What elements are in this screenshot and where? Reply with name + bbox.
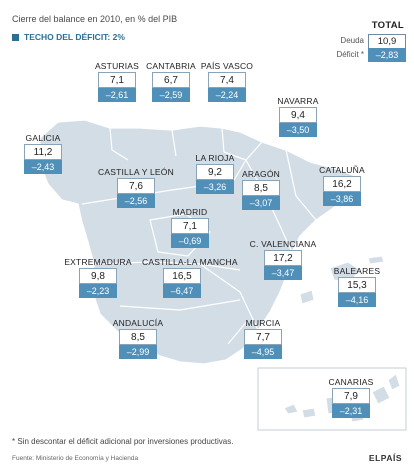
region-name: PAÍS VASCO	[200, 61, 254, 71]
region-deficit: –3,86	[323, 192, 361, 206]
region-la-rioja: LA RIOJA 9,2 –3,26	[175, 152, 255, 194]
region-deficit: –2,56	[117, 194, 155, 208]
region-debt: 11,2	[24, 144, 62, 160]
region-name: ANDALUCÍA	[112, 318, 164, 328]
region-name: LA RIOJA	[195, 153, 235, 163]
region-debt: 17,2	[264, 250, 302, 266]
region-deficit: –2,59	[152, 88, 190, 102]
balearic-menorca	[367, 255, 385, 265]
region-castilla-la-mancha: CASTILLA-LA MANCHA 16,5 –6,47	[142, 256, 238, 298]
region-c-valenciana: C. VALENCIANA 17,2 –3,47	[243, 238, 323, 280]
total-deficit-value: –2,83	[368, 48, 406, 62]
region-madrid: MADRID 7,1 –0,69	[150, 206, 230, 248]
subtitle: Cierre del balance en 2010, en % del PIB	[12, 14, 178, 24]
brand-logo: ELPAÍS	[368, 453, 402, 463]
region-name: MURCIA	[245, 318, 281, 328]
deficit-ceiling: TECHO DEL DÉFICIT: 2%	[12, 32, 125, 42]
region-debt: 15,3	[338, 277, 376, 293]
region-debt: 8,5	[119, 329, 157, 345]
total-debt-label: Deuda	[340, 36, 364, 45]
region-deficit: –3,47	[264, 266, 302, 280]
region-name: C. VALENCIANA	[249, 239, 317, 249]
region-name: CATALUÑA	[319, 165, 365, 175]
region-name: ASTURIAS	[94, 61, 140, 71]
balearic-ibiza	[299, 289, 315, 305]
region-cantabria: CANTABRIA 6,7 –2,59	[131, 60, 211, 102]
region-debt: 16,2	[323, 176, 361, 192]
region-name: CANTABRIA	[146, 61, 196, 71]
region-name: BALEARES	[333, 266, 381, 276]
region-name: NAVARRA	[277, 96, 319, 106]
region-debt: 16,5	[163, 268, 201, 284]
region-extremadura: EXTREMADURA 9,8 –2,23	[58, 256, 138, 298]
region-deficit: –6,47	[163, 284, 201, 298]
region-deficit: –4,16	[338, 293, 376, 307]
region-aragon: ARAGÓN 8,5 –3,07	[221, 168, 301, 210]
total-deficit-label: Déficit *	[336, 50, 364, 59]
region-name: CASTILLA Y LEÓN	[98, 167, 174, 177]
region-debt: 9,2	[196, 164, 234, 180]
canarias-inset-frame	[257, 367, 407, 431]
region-name: EXTREMADURA	[64, 257, 132, 267]
region-debt: 7,9	[332, 388, 370, 404]
region-deficit: –2,31	[332, 404, 370, 418]
region-debt: 7,4	[208, 72, 246, 88]
region-deficit: –3,50	[279, 123, 317, 137]
region-debt: 7,6	[117, 178, 155, 194]
region-deficit: –0,69	[171, 234, 209, 248]
square-icon	[12, 33, 19, 41]
region-baleares: BALEARES 15,3 –4,16	[317, 265, 397, 307]
region-name: CANARIAS	[328, 377, 374, 387]
region-canarias: CANARIAS 7,9 –2,31	[311, 376, 391, 418]
region-debt: 7,7	[244, 329, 282, 345]
region-cataluna: CATALUÑA 16,2 –3,86	[302, 164, 382, 206]
region-deficit: –4,95	[244, 345, 282, 359]
region-galicia: GALICIA 11,2 –2,43	[3, 132, 83, 174]
total-title: TOTAL	[371, 20, 404, 31]
region-name: MADRID	[172, 207, 208, 217]
region-name: CASTILLA-LA MANCHA	[142, 257, 238, 267]
region-debt: 7,1	[171, 218, 209, 234]
region-deficit: –2,23	[79, 284, 117, 298]
region-debt: 8,5	[242, 180, 280, 196]
region-name: GALICIA	[25, 133, 61, 143]
deficit-ceiling-label: TECHO DEL DÉFICIT: 2%	[24, 32, 125, 42]
region-andalucia: ANDALUCÍA 8,5 –2,99	[98, 317, 178, 359]
region-deficit: –2,43	[24, 160, 62, 174]
region-debt: 6,7	[152, 72, 190, 88]
region-deficit: –3,26	[196, 180, 234, 194]
region-deficit: –2,24	[208, 88, 246, 102]
region-deficit: –3,07	[242, 196, 280, 210]
region-murcia: MURCIA 7,7 –4,95	[223, 317, 303, 359]
footnote: * Sin descontar el déficit adicional por…	[12, 437, 234, 446]
region-debt: 9,4	[279, 107, 317, 123]
region-asturias: ASTURIAS 7,1 –2,61	[77, 60, 157, 102]
region-navarra: NAVARRA 9,4 –3,50	[258, 95, 338, 137]
region-deficit: –2,99	[119, 345, 157, 359]
region-castilla-y-leon: CASTILLA Y LEÓN 7,6 –2,56	[96, 166, 176, 208]
source-note: Fuente: Ministerio de Economía y Haciend…	[12, 455, 139, 462]
region-deficit: –2,61	[98, 88, 136, 102]
region-name: ARAGÓN	[241, 169, 281, 179]
region-debt: 9,8	[79, 268, 117, 284]
region-pais-vasco: PAÍS VASCO 7,4 –2,24	[187, 60, 267, 102]
region-debt: 7,1	[98, 72, 136, 88]
